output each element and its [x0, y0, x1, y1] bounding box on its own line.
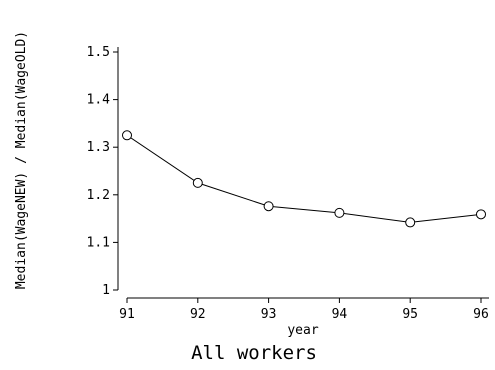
x-tick-label: 91: [119, 307, 135, 322]
data-point: [476, 209, 486, 220]
y-axis: 1 1.1 1.2 1.3 1.4 1.5: [87, 45, 119, 298]
data-point: [263, 201, 274, 212]
x-axis-label: year: [287, 323, 318, 338]
y-tick-label: 1: [102, 283, 110, 298]
data-point: [405, 217, 416, 228]
data-point: [122, 130, 132, 141]
chart-caption: All workers: [191, 342, 317, 364]
y-tick-label: 1.5: [87, 45, 110, 60]
x-tick-label: 93: [261, 307, 277, 322]
data-point: [334, 207, 345, 218]
y-axis-label: Median(WageNEW) / Median(WageOLD): [14, 31, 29, 289]
x-tick-label: 94: [332, 307, 348, 322]
y-tick-label: 1.2: [87, 188, 110, 203]
y-tick-label: 1.1: [87, 235, 110, 250]
x-axis: 91 92 93 94 95 96: [119, 297, 489, 322]
x-tick-label: 96: [473, 307, 489, 322]
plot-area: [122, 130, 486, 228]
x-tick-label: 92: [190, 307, 206, 322]
y-tick-label: 1.3: [87, 140, 110, 155]
x-tick-label: 95: [402, 307, 418, 322]
y-tick-label: 1.4: [87, 93, 111, 108]
series-line: [126, 134, 482, 223]
data-point: [192, 177, 203, 188]
